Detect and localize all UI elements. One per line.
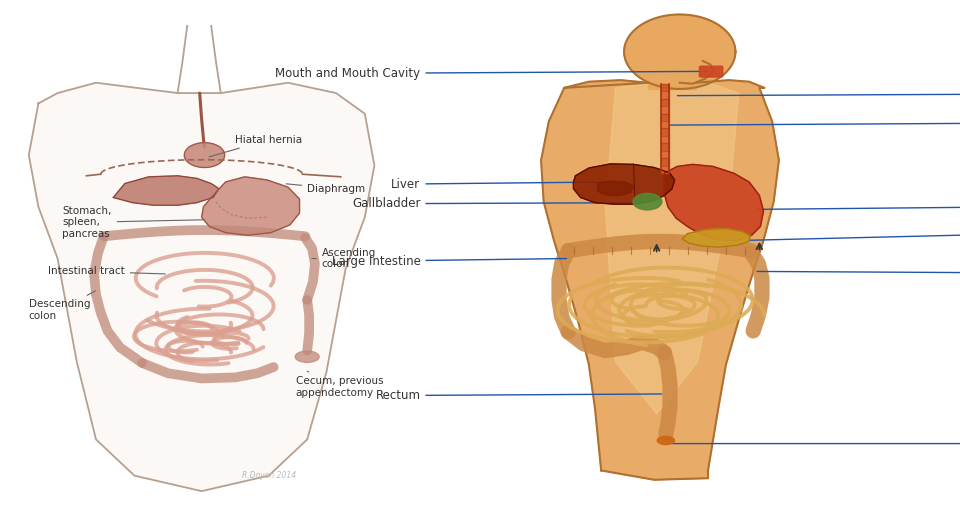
Polygon shape	[660, 136, 669, 143]
Text: Intestinal tract: Intestinal tract	[48, 266, 165, 277]
Text: Cecum, previous
appendectomy: Cecum, previous appendectomy	[296, 371, 383, 398]
Text: Descending
colon: Descending colon	[29, 291, 95, 321]
Polygon shape	[541, 80, 779, 480]
Text: Hiatal hernia: Hiatal hernia	[209, 134, 302, 157]
Polygon shape	[573, 164, 675, 204]
Text: Ascending
colon: Ascending colon	[312, 248, 376, 269]
Text: Small Intestine: Small Intestine	[757, 266, 960, 280]
Text: Gallbladder: Gallbladder	[352, 197, 641, 210]
Polygon shape	[660, 91, 669, 99]
Polygon shape	[113, 176, 219, 205]
Polygon shape	[597, 181, 634, 195]
Text: Stomach: Stomach	[757, 200, 960, 214]
Polygon shape	[660, 158, 669, 166]
Polygon shape	[605, 83, 739, 414]
Polygon shape	[202, 177, 300, 235]
Text: pharynx: pharynx	[678, 87, 960, 101]
Polygon shape	[660, 143, 669, 151]
Text: Rectum: Rectum	[375, 389, 661, 402]
Text: Pancreas: Pancreas	[747, 227, 960, 240]
Polygon shape	[660, 151, 669, 158]
Polygon shape	[660, 166, 669, 173]
Ellipse shape	[296, 351, 319, 362]
Ellipse shape	[633, 193, 661, 210]
Text: Anus: Anus	[672, 437, 960, 450]
Polygon shape	[683, 229, 750, 247]
Text: Liver: Liver	[392, 177, 608, 191]
Text: Stomach,
spleen,
pancreas: Stomach, spleen, pancreas	[62, 206, 204, 239]
Polygon shape	[660, 121, 669, 128]
Polygon shape	[660, 128, 669, 136]
Polygon shape	[664, 164, 763, 240]
Polygon shape	[29, 83, 374, 491]
Polygon shape	[660, 106, 669, 114]
FancyBboxPatch shape	[700, 66, 723, 77]
Polygon shape	[660, 114, 669, 121]
Polygon shape	[660, 84, 669, 91]
Text: R.Doyen 2014: R.Doyen 2014	[242, 471, 296, 480]
Polygon shape	[680, 61, 713, 84]
Text: Large Intestine: Large Intestine	[331, 254, 566, 268]
Polygon shape	[624, 14, 735, 89]
Text: Diaphragm: Diaphragm	[286, 184, 366, 194]
Text: Esophagus: Esophagus	[670, 116, 960, 130]
Ellipse shape	[184, 143, 225, 168]
Text: Mouth and Mouth Cavity: Mouth and Mouth Cavity	[276, 67, 708, 80]
Polygon shape	[660, 99, 669, 106]
Ellipse shape	[658, 436, 675, 445]
